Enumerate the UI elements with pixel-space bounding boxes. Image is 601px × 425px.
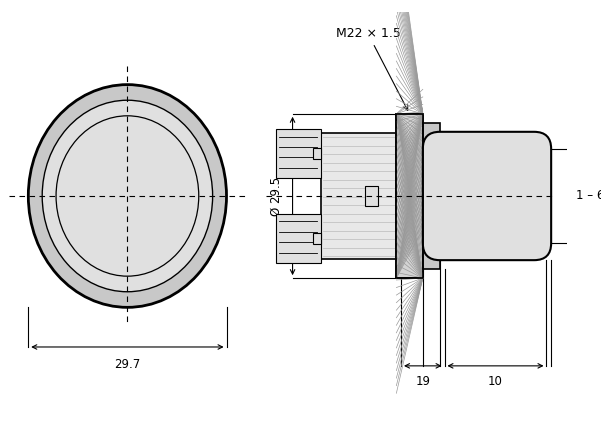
- Ellipse shape: [28, 85, 227, 307]
- Text: 29.7: 29.7: [114, 358, 141, 371]
- Text: 1 – 6: 1 – 6: [576, 190, 601, 202]
- Bar: [313, 148, 321, 159]
- FancyBboxPatch shape: [423, 132, 551, 260]
- Bar: [321, 133, 423, 259]
- Ellipse shape: [56, 116, 199, 276]
- Bar: [397, 114, 423, 278]
- Bar: [423, 123, 440, 269]
- Bar: [276, 129, 321, 178]
- Ellipse shape: [42, 100, 213, 292]
- Bar: [276, 214, 321, 263]
- Text: M22 × 1.5: M22 × 1.5: [335, 27, 407, 110]
- Text: Ø 29.5: Ø 29.5: [270, 176, 283, 215]
- Text: 10: 10: [488, 375, 503, 388]
- Bar: [397, 114, 423, 278]
- Bar: [313, 233, 321, 244]
- Bar: [365, 186, 379, 207]
- Text: 19: 19: [415, 375, 430, 388]
- Bar: [397, 114, 423, 278]
